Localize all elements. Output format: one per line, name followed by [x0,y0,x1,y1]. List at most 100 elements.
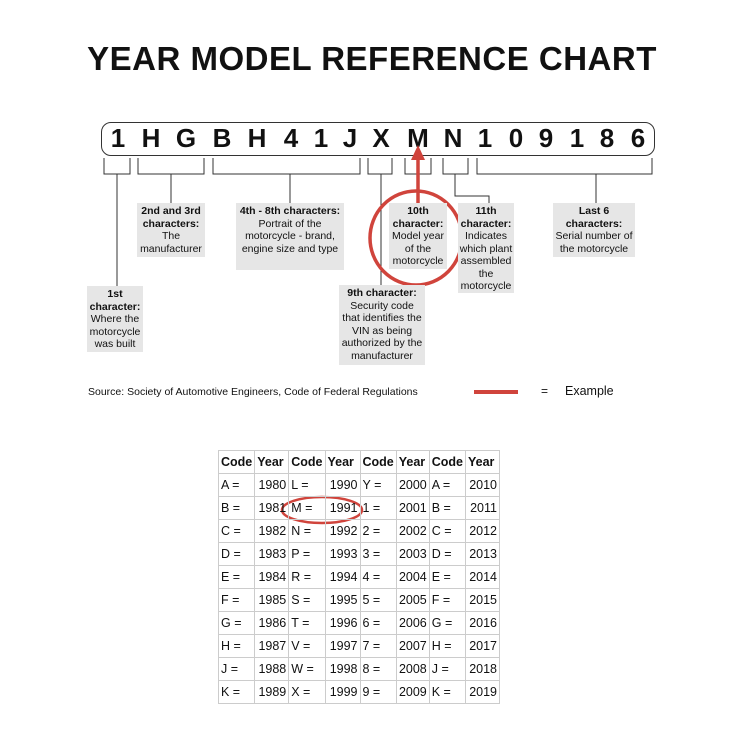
code-cell: 1 = [359,496,397,520]
code-cell: A = [217,473,256,497]
code-cell: E = [217,565,256,589]
year-cell: 2007 [395,634,430,658]
vin-character: 1 [477,123,493,153]
year-cell: 1996 [324,611,361,635]
year-cell: 2015 [465,588,500,612]
label-11th: 11th character: Indicates which plant ass… [458,203,514,293]
vin-character: M [407,123,429,153]
vin-character: B [212,123,232,153]
label-10th: 10th character: Model year of the motorcy… [389,203,447,269]
year-cell: 1982 [254,519,290,543]
vin-character: N [443,123,463,153]
code-cell: G = [217,611,256,635]
arrow-head [411,145,425,160]
code-cell: G = [428,611,467,635]
vin-character: H [247,123,267,153]
code-cell: H = [217,634,256,658]
year-cell: 1988 [254,657,290,681]
column-header: Code [217,450,256,474]
vin-character: 4 [283,123,299,153]
year-cell: 1994 [324,565,361,589]
year-cell: 2008 [395,657,430,681]
code-cell: D = [217,542,256,566]
year-cell: 1998 [324,657,361,681]
label-2nd-3rd: 2nd and 3rd characters: The manufacturer [137,203,205,257]
legend-example: Example [565,384,614,398]
year-cell: 1997 [324,634,361,658]
code-cell: C = [217,519,256,543]
code-cell: 7 = [359,634,397,658]
column-header: Year [254,450,290,474]
year-cell: 2010 [465,473,500,497]
code-cell: R = [288,565,326,589]
page-title: YEAR MODEL REFERENCE CHART [87,40,657,77]
year-cell: 1992 [324,519,361,543]
code-cell: T = [288,611,326,635]
year-cell: 2019 [465,680,500,704]
year-cell: 2000 [395,473,430,497]
code-cell: E = [428,565,467,589]
code-cell: Y = [359,473,397,497]
year-cell: 1993 [324,542,361,566]
vin-character: G [175,123,197,153]
year-cell: 2012 [465,519,500,543]
vin-character: H [141,123,161,153]
year-cell: 2011 [465,496,500,520]
year-cell: 2001 [395,496,430,520]
bracket-2-3 [137,158,205,203]
column-header: Year [395,450,430,474]
code-cell: B = [428,496,467,520]
table-row: A = 1980 L = 1990 Y = 2000 A = 2010 [217,473,500,497]
year-cell: 1989 [254,680,290,704]
vin-character: X [372,123,390,153]
year-cell: 2005 [395,588,430,612]
label-9th: 9th character: Security code that identif… [339,285,425,365]
code-cell: K = [428,680,467,704]
code-cell: F = [217,588,256,612]
vin-character: J [342,123,358,153]
year-cell: 1995 [324,588,361,612]
year-cell: 1999 [324,680,361,704]
year-cell: 1985 [254,588,290,612]
code-cell: P = [288,542,326,566]
vin-character: 6 [630,123,646,153]
bracket-4-8 [212,158,361,203]
code-cell: J = [428,657,467,681]
year-cell: 2016 [465,611,500,635]
year-cell: 1990 [324,473,361,497]
code-cell: 8 = [359,657,397,681]
label-1st: 1st character: Where the motorcycle was b… [87,286,143,352]
table-row: G = 1986 T = 1996 6 = 2006 G = 2016 [217,611,500,635]
year-cell: 1984 [254,565,290,589]
bracket-last6 [476,158,653,203]
year-cell: 1980 [254,473,290,497]
code-cell: C = [428,519,467,543]
table-row: F = 1985 S = 1995 5 = 2005 F = 2015 [217,588,500,612]
vin-box [101,122,655,156]
code-cell: F = [428,588,467,612]
code-cell: M = [288,496,326,520]
year-cell: 1987 [254,634,290,658]
column-header: Year [324,450,361,474]
year-cell: 2002 [395,519,430,543]
code-cell: 9 = [359,680,397,704]
code-cell: 3 = [359,542,397,566]
table-row: H = 1987 V = 1997 7 = 2007 H = 2017 [217,634,500,658]
code-cell: D = [428,542,467,566]
year-cell: 2009 [395,680,430,704]
year-code-table: Code Year Code Year Code Year Code Year A = 1980 L… [217,450,500,704]
column-header: Year [465,450,500,474]
column-header: Code [428,450,467,474]
vin-character: 1 [569,123,585,153]
code-cell: X = [288,680,326,704]
year-cell: 2006 [395,611,430,635]
column-header: Code [359,450,397,474]
vin-character: 8 [599,123,615,153]
code-cell: H = [428,634,467,658]
code-cell: N = [288,519,326,543]
label-last-6: Last 6 characters: Serial number of the m… [553,203,635,257]
code-cell: B = [217,496,256,520]
code-cell: L = [288,473,326,497]
table-row: C = 1982 N = 1992 2 = 2002 C = 2012 [217,519,500,543]
